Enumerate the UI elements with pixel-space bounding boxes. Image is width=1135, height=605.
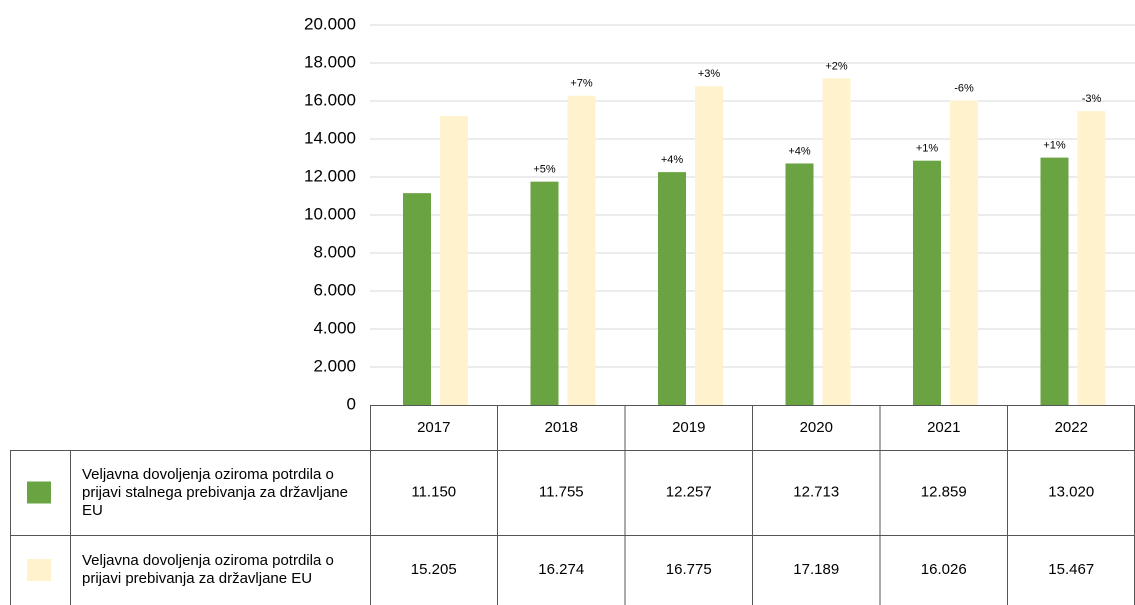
legend-label: Veljavna dovoljenja oziroma potrdila o p… xyxy=(82,465,348,519)
bar xyxy=(913,160,941,405)
change-label: +4% xyxy=(661,154,684,166)
change-label: -3% xyxy=(1082,93,1102,105)
change-label: +1% xyxy=(916,143,939,155)
change-label: +7% xyxy=(570,78,593,90)
y-tick-label: 20.000 xyxy=(304,14,356,33)
bar xyxy=(1077,111,1106,405)
table-value: 12.713 xyxy=(793,483,839,500)
y-tick-label: 0 xyxy=(347,394,356,413)
change-label: +1% xyxy=(1043,140,1066,152)
x-tick-label: 2021 xyxy=(927,419,960,436)
table-value: 11.150 xyxy=(411,483,456,500)
bar xyxy=(530,181,559,405)
table-value: 13.020 xyxy=(1048,483,1094,500)
legend-swatch xyxy=(27,481,51,504)
x-tick-label: 2020 xyxy=(800,419,833,436)
y-tick-label: 18.000 xyxy=(304,52,356,71)
change-label: +5% xyxy=(533,164,556,176)
change-label: +2% xyxy=(825,60,848,72)
table-value: 15.467 xyxy=(1048,561,1094,578)
y-tick-label: 4.000 xyxy=(313,318,356,337)
table-value: 16.274 xyxy=(538,561,584,578)
bar xyxy=(658,172,686,405)
y-tick-label: 10.000 xyxy=(304,204,356,223)
table-value: 15.205 xyxy=(411,561,457,578)
x-tick-label: 2017 xyxy=(417,419,450,436)
bar xyxy=(1040,157,1069,405)
y-tick-label: 2.000 xyxy=(313,356,356,375)
table-value: 12.257 xyxy=(666,483,712,500)
x-tick-label: 2018 xyxy=(545,419,578,436)
table-value: 11.755 xyxy=(539,483,584,500)
y-tick-label: 16.000 xyxy=(304,90,356,109)
bar xyxy=(785,163,814,405)
legend-swatch xyxy=(27,559,51,581)
y-tick-label: 14.000 xyxy=(304,128,356,147)
bar xyxy=(950,100,978,406)
bar xyxy=(695,86,723,406)
x-tick-label: 2022 xyxy=(1055,419,1088,436)
table-value: 17.189 xyxy=(793,561,839,578)
change-label: +3% xyxy=(698,68,721,80)
table-value: 16.026 xyxy=(921,561,967,578)
legend-label: Veljavna dovoljenja oziroma potrdila o p… xyxy=(82,552,334,587)
x-tick-label: 2019 xyxy=(672,419,705,436)
y-tick-label: 12.000 xyxy=(304,166,356,185)
table-value: 16.775 xyxy=(666,561,712,578)
change-label: +4% xyxy=(788,145,811,157)
bar xyxy=(440,116,468,405)
y-tick-label: 6.000 xyxy=(313,280,356,299)
bar xyxy=(403,193,431,405)
change-label: -6% xyxy=(954,82,974,94)
table-value: 12.859 xyxy=(921,483,967,500)
bar xyxy=(822,78,851,405)
y-tick-label: 8.000 xyxy=(313,242,356,261)
bar xyxy=(567,95,596,405)
